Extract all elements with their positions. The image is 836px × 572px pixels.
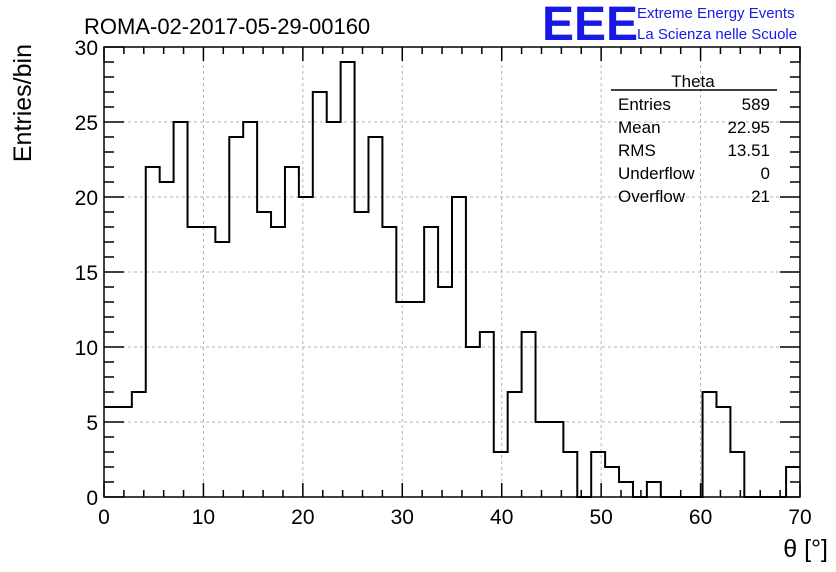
histogram-bin — [355, 212, 369, 497]
histogram-bin — [424, 227, 438, 497]
stats-rows: Entries 589 Mean 22.95 RMS 13.51 Underflow 0 Ove… — [618, 95, 770, 206]
histogram-bin — [132, 392, 146, 497]
histogram-bin — [257, 212, 271, 497]
x-tick-label: 0 — [98, 506, 110, 529]
stats-label: Mean — [618, 118, 661, 137]
y-tick-label: 5 — [86, 412, 98, 435]
histogram-bin — [410, 302, 424, 497]
x-tick-label: 40 — [490, 506, 513, 529]
axis-ticks — [103, 46, 801, 498]
stats-title: Theta — [671, 72, 715, 91]
histogram-bin — [299, 197, 313, 497]
histogram-bin — [730, 452, 744, 497]
histogram-bin — [118, 407, 132, 497]
histogram-bin — [382, 227, 396, 497]
histogram-bin — [188, 227, 202, 497]
histogram-bin — [716, 407, 730, 497]
histogram-bin — [647, 482, 661, 497]
stats-label: RMS — [618, 141, 656, 160]
histogram-bin — [396, 302, 410, 497]
y-tick-label: 30 — [75, 37, 98, 60]
histogram-bin — [438, 287, 452, 497]
histogram-bin — [466, 347, 480, 497]
histogram-bin — [215, 242, 229, 497]
eee-logo: EEE Extreme Energy Events La Scienza nel… — [542, 0, 797, 51]
eee-logo-mark: EEE — [542, 0, 638, 51]
histogram-bin — [591, 452, 605, 497]
y-axis-title: Entries/bin — [9, 44, 37, 162]
y-tick-label: 10 — [75, 337, 98, 360]
histogram-bin — [508, 392, 522, 497]
chart-title: ROMA-02-2017-05-29-00160 — [84, 14, 370, 39]
y-tick-label: 20 — [75, 187, 98, 210]
histogram-bins — [104, 61, 800, 498]
stats-value: 21 — [751, 187, 770, 206]
logo-line-2: La Scienza nelle Scuole — [637, 26, 797, 43]
histogram-bin — [703, 392, 717, 497]
histogram-bin — [285, 167, 299, 497]
histogram-bin — [174, 122, 188, 497]
histogram-bin — [522, 332, 536, 497]
histogram-bin — [341, 62, 355, 497]
histogram-bin — [243, 122, 257, 497]
x-tick-label: 60 — [689, 506, 712, 529]
histogram-bin — [327, 122, 341, 497]
stats-label: Entries — [618, 95, 671, 114]
stats-value: 22.95 — [727, 118, 770, 137]
x-axis-title: θ [°] — [783, 535, 828, 563]
x-tick-label: 70 — [788, 506, 811, 529]
x-tick-label: 20 — [291, 506, 314, 529]
x-tick-label: 30 — [391, 506, 414, 529]
histogram-bin — [452, 197, 466, 497]
histogram-bin — [271, 227, 285, 497]
stats-label: Overflow — [618, 187, 686, 206]
logo-line-1: Extreme Energy Events — [637, 5, 795, 22]
y-tick-label: 25 — [75, 112, 98, 135]
histogram-bin — [494, 452, 508, 497]
histogram-bin — [605, 467, 619, 497]
histogram-bin — [368, 137, 382, 497]
stats-label: Underflow — [618, 164, 695, 183]
x-tick-label: 10 — [192, 506, 215, 529]
histogram-bin — [549, 422, 563, 497]
histogram-bin — [536, 422, 550, 497]
stats-value: 13.51 — [727, 141, 770, 160]
histogram-bin — [146, 167, 160, 497]
stats-value: 589 — [742, 95, 770, 114]
histogram-bin — [229, 137, 243, 497]
y-tick-label: 15 — [75, 262, 98, 285]
histogram-bin — [313, 92, 327, 497]
histogram-bin — [563, 452, 577, 497]
histogram-bin — [480, 332, 494, 497]
histogram-bin — [201, 227, 215, 497]
tick-labels: 0 10 20 30 40 50 60 70 0 5 10 15 20 25 30 — [75, 37, 812, 529]
histogram-bin — [160, 182, 174, 497]
stats-box: Theta Entries 589 Mean 22.95 RMS 13.51 Underfl… — [611, 72, 777, 206]
stats-value: 0 — [761, 164, 770, 183]
x-tick-label: 50 — [589, 506, 612, 529]
y-tick-label: 0 — [86, 487, 98, 510]
